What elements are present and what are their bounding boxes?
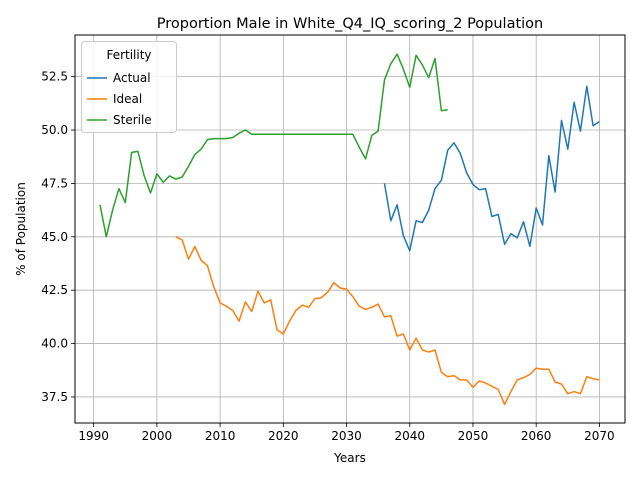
x-tick-label: 2060 (521, 429, 552, 443)
plot-frame (74, 34, 626, 424)
grid-lines (75, 35, 625, 423)
x-tick-label: 2040 (394, 429, 425, 443)
series-lines (99, 53, 600, 406)
x-tick-label: 1990 (78, 429, 109, 443)
legend-label-sterile: Sterile (113, 113, 152, 127)
y-tick-label: 47.5 (41, 176, 68, 190)
y-tick-label: 52.5 (41, 70, 68, 84)
legend-box (81, 41, 177, 133)
series-line-actual (383, 85, 600, 252)
x-tick-label: 2020 (268, 429, 299, 443)
y-tick-label: 40.0 (41, 337, 68, 351)
y-axis-ticks: 37.5 40.0 42.5 45.0 47.5 50.0 52.5 (41, 70, 75, 404)
x-tick-label: 2010 (205, 429, 236, 443)
legend-label-ideal: Ideal (113, 92, 142, 106)
series-line-sterile (99, 53, 448, 238)
y-axis-label: % of Population (14, 182, 28, 276)
series-line-ideal (175, 236, 600, 406)
y-tick-label: 37.5 (41, 390, 68, 404)
x-axis-label: Years (333, 451, 366, 465)
legend-title: Fertility (106, 48, 151, 62)
x-tick-label: 2050 (458, 429, 489, 443)
y-tick-label: 50.0 (41, 123, 68, 137)
x-tick-label: 2000 (142, 429, 173, 443)
legend: Fertility Actual Ideal Sterile (81, 41, 177, 133)
x-axis-ticks: 1990 2000 2010 2020 2030 2040 2050 2060 2070 (78, 423, 615, 443)
chart-title: Proportion Male in White_Q4_IQ_scoring_2… (157, 16, 544, 32)
x-tick-label: 2030 (331, 429, 362, 443)
x-tick-label: 2070 (584, 429, 615, 443)
y-tick-label: 42.5 (41, 283, 68, 297)
y-tick-label: 45.0 (41, 230, 68, 244)
legend-label-actual: Actual (113, 71, 151, 85)
legend-items: Actual Ideal Sterile (87, 71, 152, 127)
